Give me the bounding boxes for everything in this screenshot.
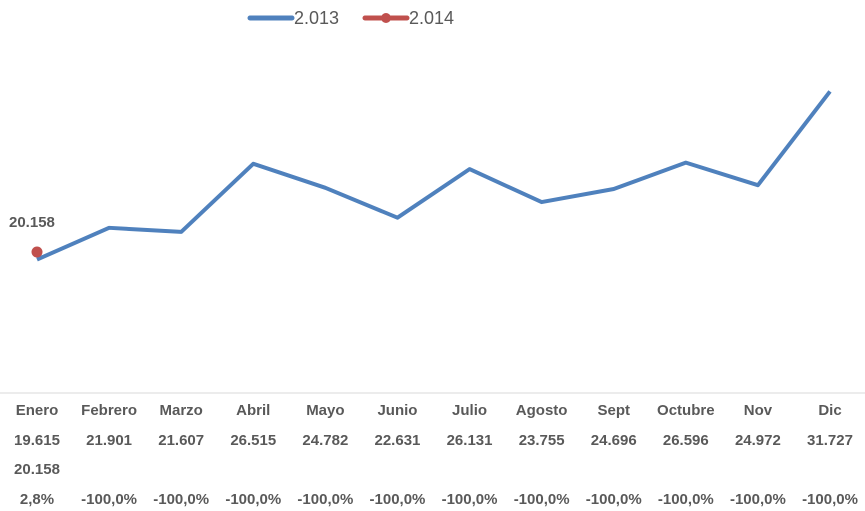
variation-value: -100,0% bbox=[370, 491, 426, 508]
table-value: 24.782 bbox=[302, 432, 348, 449]
table-value: 21.607 bbox=[158, 432, 204, 449]
variation-value: -100,0% bbox=[297, 491, 353, 508]
legend-marker bbox=[381, 13, 391, 23]
x-tick-label: Enero bbox=[16, 402, 59, 419]
variation-value: -100,0% bbox=[658, 491, 714, 508]
x-tick-label: Febrero bbox=[81, 402, 137, 419]
variation-value: -100,0% bbox=[153, 491, 209, 508]
legend-label: 2.013 bbox=[294, 8, 339, 28]
x-tick-label: Mayo bbox=[306, 402, 344, 419]
data-label: 20.158 bbox=[9, 214, 55, 231]
variation-value: 2,8% bbox=[20, 491, 54, 508]
table-value: 19.615 bbox=[14, 432, 60, 449]
x-tick-label: Nov bbox=[744, 402, 773, 419]
x-tick-label: Dic bbox=[818, 402, 841, 419]
x-tick-label: Sept bbox=[597, 402, 630, 419]
variation-value: -100,0% bbox=[225, 491, 281, 508]
table-value: 24.972 bbox=[735, 432, 781, 449]
x-tick-label: Julio bbox=[452, 402, 487, 419]
variation-value: -100,0% bbox=[730, 491, 786, 508]
table-value: 21.901 bbox=[86, 432, 132, 449]
table-value: 24.696 bbox=[591, 432, 637, 449]
legend-label: 2.014 bbox=[409, 8, 454, 28]
table-value: 26.131 bbox=[447, 432, 493, 449]
x-tick-label: Junio bbox=[377, 402, 417, 419]
x-tick-label: Agosto bbox=[516, 402, 568, 419]
variation-value: -100,0% bbox=[442, 491, 498, 508]
table-value: 26.515 bbox=[230, 432, 276, 449]
line-series bbox=[36, 90, 832, 262]
table-value: 20.158 bbox=[14, 461, 60, 478]
x-tick-label: Abril bbox=[236, 402, 270, 419]
x-tick-label: Octubre bbox=[657, 402, 715, 419]
point-marker bbox=[31, 246, 43, 258]
table-value: 23.755 bbox=[519, 432, 565, 449]
table-value: 31.727 bbox=[807, 432, 853, 449]
variation-value: -100,0% bbox=[514, 491, 570, 508]
table-value: 22.631 bbox=[375, 432, 421, 449]
x-tick-label: Marzo bbox=[160, 402, 203, 419]
table-value: 26.596 bbox=[663, 432, 709, 449]
variation-value: -100,0% bbox=[586, 491, 642, 508]
variation-value: -100,0% bbox=[802, 491, 858, 508]
variation-value: -100,0% bbox=[81, 491, 137, 508]
